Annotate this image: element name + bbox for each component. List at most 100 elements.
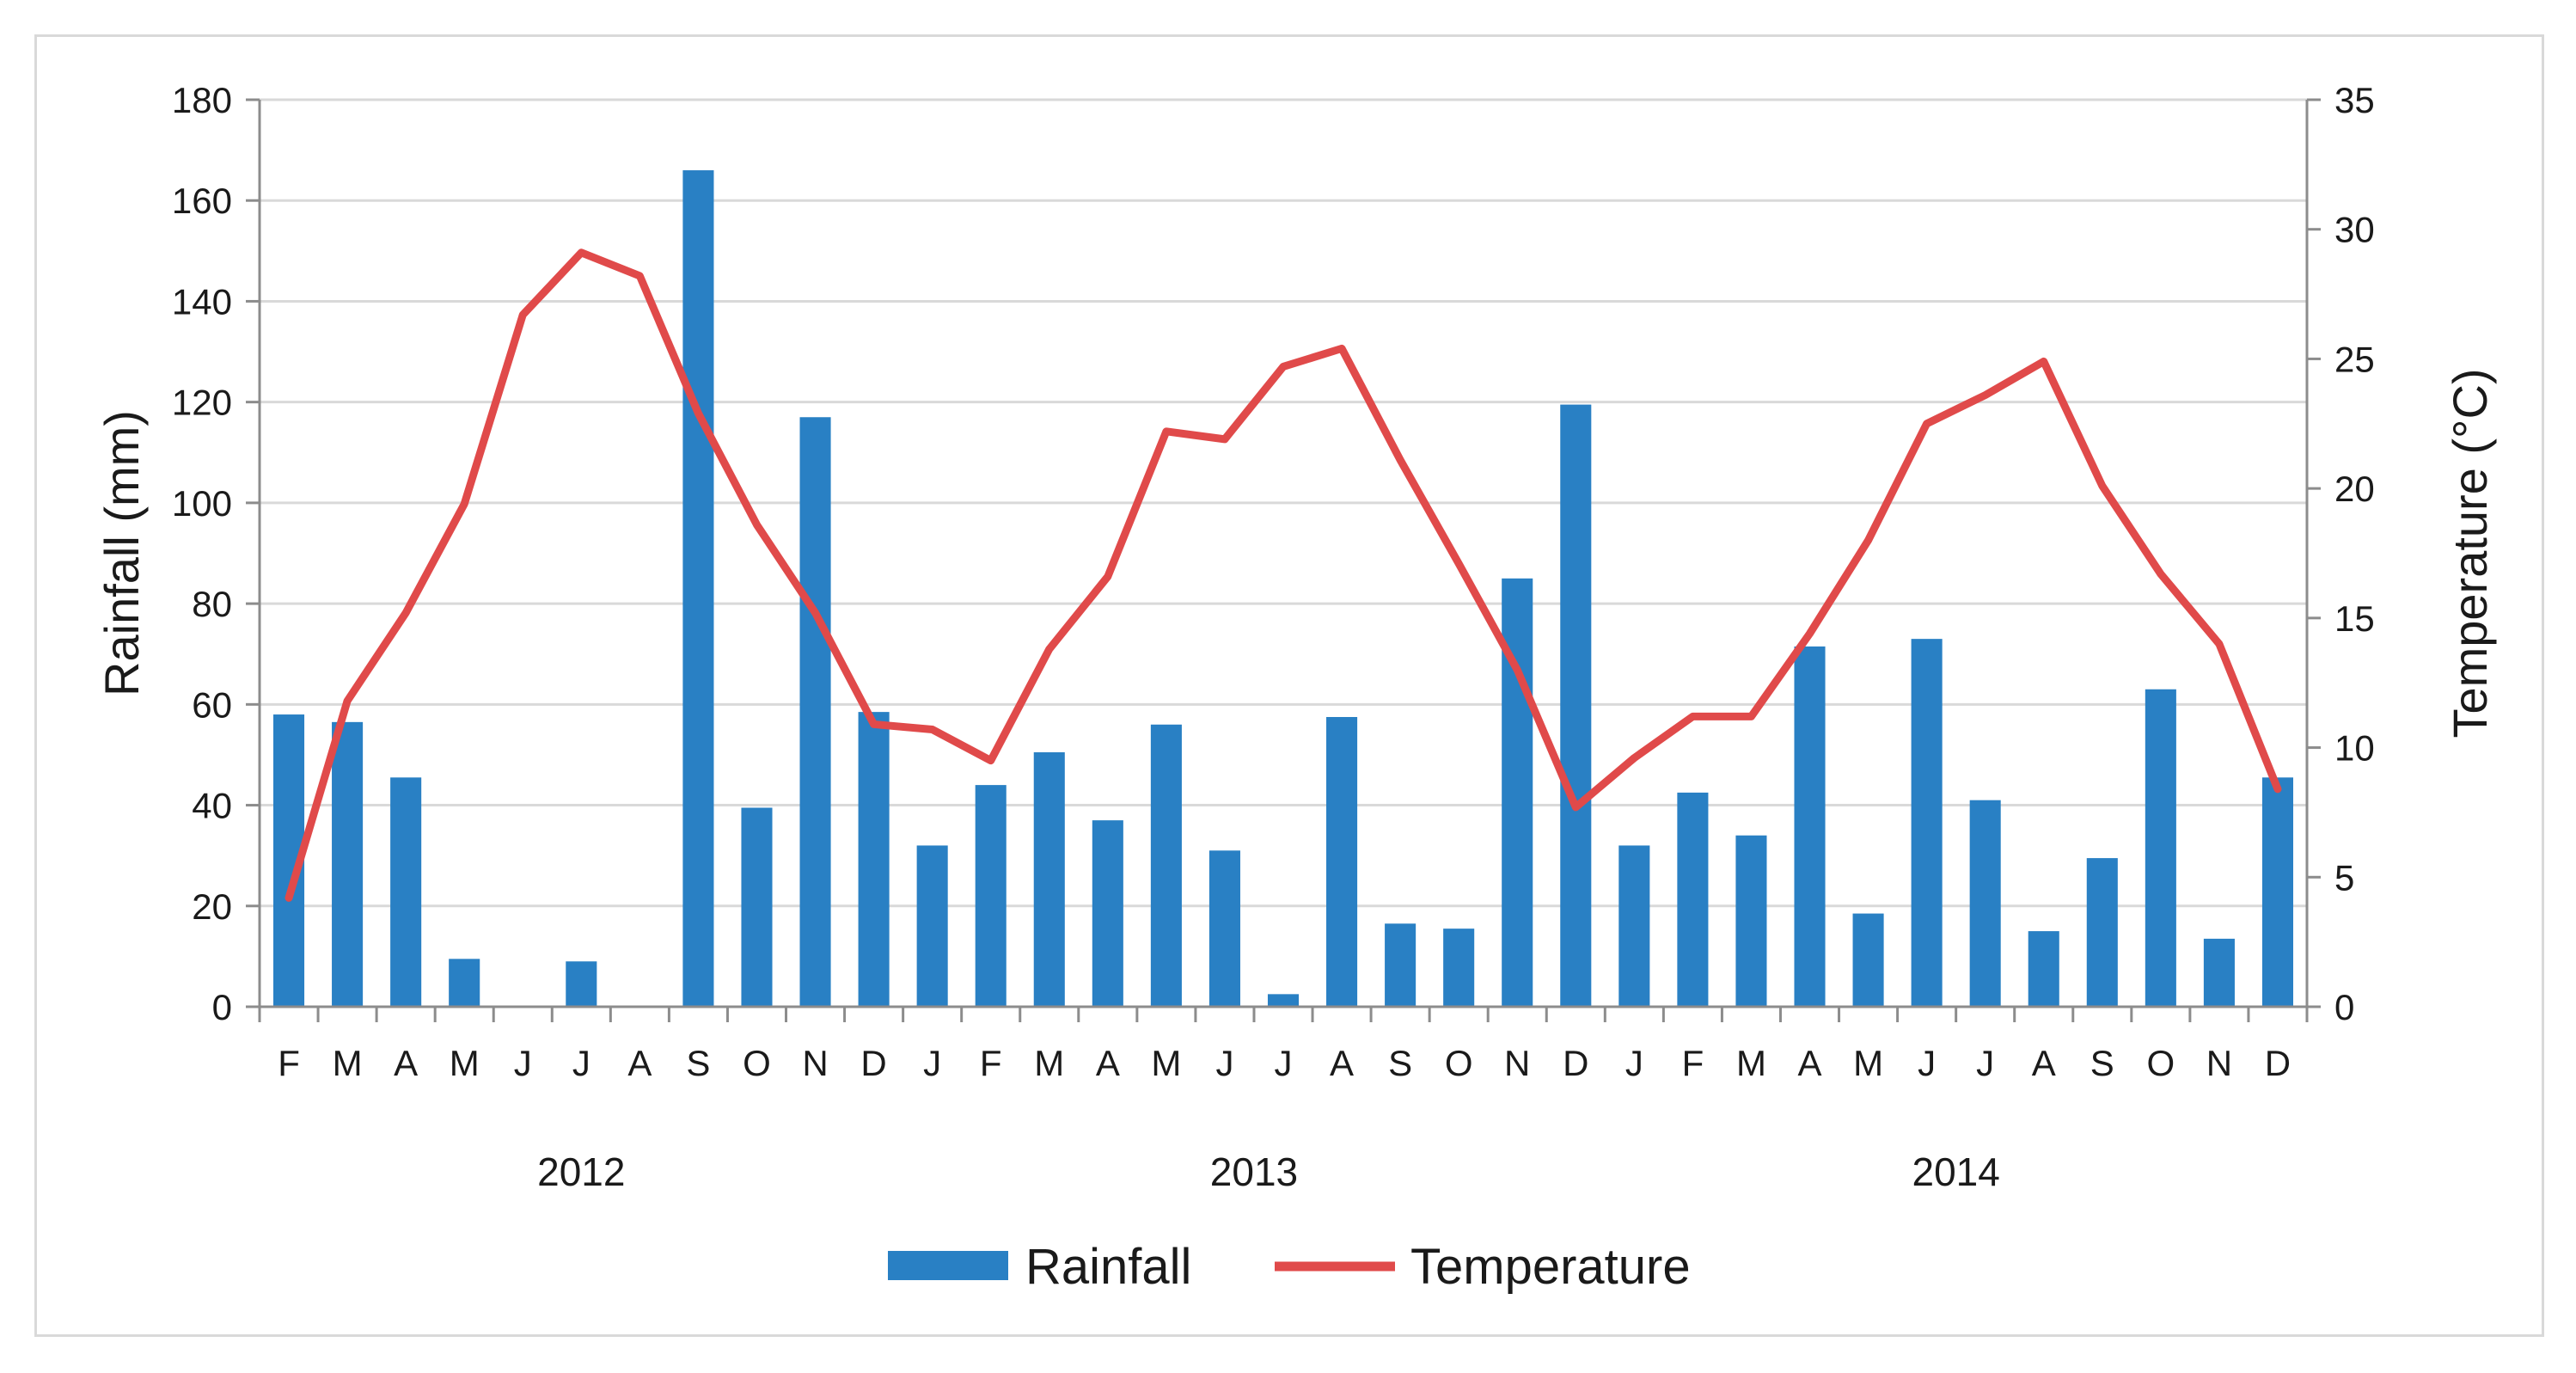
- rainfall-bar: [2028, 931, 2059, 1007]
- rainfall-bar: [390, 777, 422, 1007]
- x-tick-label: M: [1853, 1043, 1883, 1083]
- temperature-point: [522, 314, 524, 316]
- x-tick-label: M: [450, 1043, 480, 1083]
- rainfall-bar: [1852, 913, 1884, 1007]
- rainfall-bar: [741, 807, 773, 1007]
- rainfall-bar: [1969, 800, 2001, 1007]
- x-tick-label: N: [2206, 1043, 2232, 1083]
- x-tick-label: O: [2147, 1043, 2175, 1083]
- temperature-point: [2218, 643, 2220, 645]
- left-tick-label: 60: [192, 684, 232, 725]
- x-tick-label: D: [1563, 1043, 1588, 1083]
- temperature-point: [1399, 458, 1402, 461]
- x-tick-label: S: [686, 1043, 710, 1083]
- x-tick-label: J: [1918, 1043, 1936, 1083]
- rainfall-bar: [332, 721, 364, 1007]
- right-tick-label: 15: [2334, 598, 2375, 639]
- left-tick-label: 140: [172, 281, 232, 322]
- left-tick-label: 100: [172, 483, 232, 524]
- right-tick-label: 35: [2334, 80, 2375, 120]
- x-tick-label: J: [923, 1043, 941, 1083]
- year-label: 2012: [537, 1149, 625, 1194]
- x-tick-label: N: [1504, 1043, 1530, 1083]
- temperature-point: [931, 728, 933, 731]
- rainfall-bar: [858, 712, 890, 1007]
- x-tick-label: O: [1445, 1043, 1473, 1083]
- year-label: 2013: [1210, 1149, 1298, 1194]
- x-tick-label: J: [1976, 1043, 1994, 1083]
- temperature-point: [639, 274, 641, 277]
- temperature-point: [1867, 539, 1869, 542]
- rainfall-bars: [272, 170, 2294, 1008]
- legend-rainfall-swatch: [888, 1251, 1008, 1280]
- temperature-line-group: [285, 248, 2282, 902]
- y-right-title: Temperature (°C): [2443, 368, 2497, 738]
- rainfall-bar: [682, 170, 714, 1008]
- rainfall-bar: [566, 961, 597, 1007]
- left-tick-label: 80: [192, 584, 232, 624]
- left-tick-label: 160: [172, 181, 232, 221]
- rainfall-bar: [1385, 923, 1416, 1007]
- rainfall-bar: [1208, 850, 1240, 1007]
- left-tick-label: 120: [172, 383, 232, 423]
- temperature-point: [1750, 715, 1753, 718]
- x-tick-label: A: [627, 1043, 652, 1083]
- rainfall-bar: [799, 417, 831, 1007]
- right-tick-label: 0: [2334, 987, 2354, 1027]
- temperature-point: [1106, 575, 1109, 578]
- rainfall-bar: [1092, 820, 1123, 1007]
- rainfall-bar: [1560, 404, 1592, 1007]
- left-tick-label: 180: [172, 80, 232, 120]
- rainfall-bar: [1794, 646, 1826, 1007]
- legend-rainfall-label: Rainfall: [1025, 1239, 1191, 1295]
- temperature-point: [1984, 394, 1986, 396]
- legend: Rainfall Temperature: [888, 1239, 1691, 1295]
- x-tick-label: J: [1625, 1043, 1643, 1083]
- temperature-point: [1575, 806, 1577, 808]
- chart-frame: 0 20 40 60 80 100 120 140 160 180 0 5 10 15 20 25 30 35 F M…: [34, 34, 2544, 1337]
- x-tick-label: F: [980, 1043, 1002, 1083]
- axes: [246, 98, 2321, 1022]
- x-tick-label: D: [2265, 1043, 2291, 1083]
- temperature-point: [1223, 438, 1226, 440]
- rainfall-bar: [1267, 994, 1300, 1007]
- temperature-point: [1516, 669, 1519, 671]
- rainfall-bar: [2145, 689, 2176, 1007]
- x-tick-label: N: [802, 1043, 828, 1083]
- left-tick-label: 0: [212, 987, 232, 1027]
- y-left-title: Rainfall (mm): [95, 410, 149, 696]
- rainfall-bar: [2203, 938, 2235, 1007]
- x-tick-label: M: [1736, 1043, 1766, 1083]
- temperature-point: [756, 524, 758, 526]
- x-tick-label: A: [394, 1043, 418, 1083]
- rainfall-bar: [916, 845, 948, 1007]
- right-tick-label: 25: [2334, 339, 2375, 379]
- temperature-point: [1925, 422, 1928, 425]
- temperature-point: [2159, 573, 2162, 575]
- gridlines: [260, 98, 2307, 908]
- x-tick-label: A: [1096, 1043, 1120, 1083]
- rainfall-bar: [975, 785, 1007, 1007]
- left-tick-label: 40: [192, 786, 232, 826]
- rainfall-bar: [1150, 724, 1182, 1007]
- legend-temperature-label: Temperature: [1410, 1239, 1691, 1295]
- temperature-point: [580, 251, 583, 254]
- rainfall-bar: [449, 959, 480, 1007]
- x-tick-label: M: [1034, 1043, 1064, 1083]
- x-tick-label: S: [1388, 1043, 1412, 1083]
- x-tick-label: J: [1215, 1043, 1233, 1083]
- x-tick-label: M: [333, 1043, 363, 1083]
- temperature-point: [697, 412, 700, 414]
- x-tick-label: J: [514, 1043, 532, 1083]
- year-label: 2014: [1912, 1149, 1999, 1194]
- x-tick-label: F: [1682, 1043, 1704, 1083]
- rainfall-bar: [1443, 929, 1475, 1007]
- rainfall-bar: [1618, 845, 1650, 1007]
- x-tick-label: S: [2090, 1043, 2114, 1083]
- temperature-point: [872, 723, 875, 726]
- x-tick-label: A: [1798, 1043, 1822, 1083]
- temperature-point: [346, 700, 349, 702]
- rainfall-bar: [1033, 752, 1065, 1007]
